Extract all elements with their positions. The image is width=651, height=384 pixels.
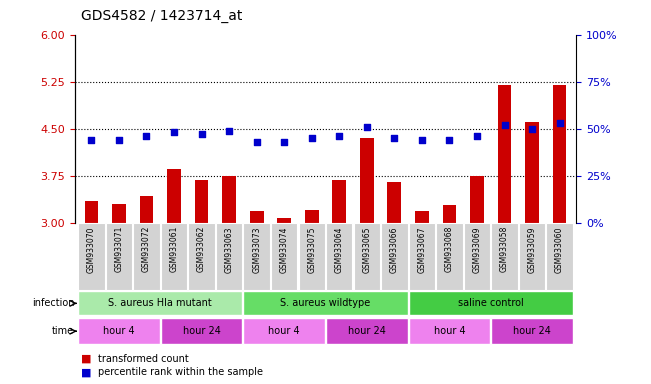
Point	[86, 137, 96, 143]
Text: GSM933072: GSM933072	[142, 226, 151, 273]
Bar	[525, 122, 539, 223]
Bar	[188, 223, 215, 290]
Bar	[112, 204, 126, 223]
Bar	[553, 85, 566, 223]
Bar	[333, 180, 346, 223]
Text: GSM933062: GSM933062	[197, 226, 206, 273]
Bar	[133, 223, 159, 290]
Point	[141, 133, 152, 139]
Text: GSM933064: GSM933064	[335, 226, 344, 273]
Bar	[409, 318, 490, 344]
Bar	[387, 182, 401, 223]
Bar	[492, 318, 573, 344]
Bar	[85, 201, 98, 223]
Bar	[492, 223, 518, 290]
Text: GSM933066: GSM933066	[390, 226, 399, 273]
Point	[334, 133, 344, 139]
Point	[114, 137, 124, 143]
Point	[251, 139, 262, 145]
Bar	[353, 223, 380, 290]
Point	[389, 135, 400, 141]
Bar	[271, 223, 298, 290]
Text: GSM933059: GSM933059	[527, 226, 536, 273]
Text: GSM933070: GSM933070	[87, 226, 96, 273]
Bar	[161, 223, 187, 290]
Text: hour 24: hour 24	[513, 326, 551, 336]
Bar	[519, 223, 546, 290]
Point	[224, 127, 234, 134]
Text: GSM933073: GSM933073	[252, 226, 261, 273]
Text: GSM933071: GSM933071	[115, 226, 124, 273]
Point	[361, 124, 372, 130]
Bar	[243, 291, 408, 316]
Text: saline control: saline control	[458, 298, 523, 308]
Text: percentile rank within the sample: percentile rank within the sample	[98, 367, 262, 377]
Text: GSM933060: GSM933060	[555, 226, 564, 273]
Text: GSM933061: GSM933061	[169, 226, 178, 273]
Bar	[105, 223, 132, 290]
Point	[197, 131, 207, 137]
Bar	[78, 223, 105, 290]
Bar	[222, 176, 236, 223]
Bar	[161, 318, 242, 344]
Point	[555, 120, 565, 126]
Bar	[195, 180, 208, 223]
Bar	[409, 223, 435, 290]
Bar	[243, 223, 270, 290]
Text: GDS4582 / 1423714_at: GDS4582 / 1423714_at	[81, 9, 243, 23]
Bar	[326, 318, 408, 344]
Bar	[409, 291, 573, 316]
Bar	[299, 223, 325, 290]
Text: GSM933063: GSM933063	[225, 226, 234, 273]
Text: ■: ■	[81, 367, 92, 377]
Text: S. aureus Hla mutant: S. aureus Hla mutant	[108, 298, 212, 308]
Bar	[436, 223, 463, 290]
Text: hour 4: hour 4	[268, 326, 300, 336]
Bar	[277, 218, 291, 223]
Bar	[305, 210, 318, 223]
Bar	[167, 169, 181, 223]
Text: ■: ■	[81, 354, 92, 364]
Point	[307, 135, 317, 141]
Bar	[216, 223, 242, 290]
Bar	[497, 85, 512, 223]
Point	[444, 137, 454, 143]
Text: GSM933075: GSM933075	[307, 226, 316, 273]
Text: time: time	[52, 326, 74, 336]
Bar	[546, 223, 573, 290]
Text: GSM933074: GSM933074	[280, 226, 288, 273]
Text: GSM933069: GSM933069	[473, 226, 482, 273]
Bar	[381, 223, 408, 290]
Text: GSM933065: GSM933065	[363, 226, 371, 273]
Text: GSM933068: GSM933068	[445, 226, 454, 273]
Point	[499, 122, 510, 128]
Text: infection: infection	[32, 298, 74, 308]
Bar	[470, 176, 484, 223]
Point	[417, 137, 427, 143]
Text: hour 24: hour 24	[183, 326, 221, 336]
Point	[527, 126, 537, 132]
Bar	[464, 223, 490, 290]
Point	[472, 133, 482, 139]
Point	[169, 129, 179, 136]
Text: hour 4: hour 4	[103, 326, 135, 336]
Bar	[78, 318, 159, 344]
Text: hour 24: hour 24	[348, 326, 386, 336]
Point	[279, 139, 290, 145]
Bar	[443, 205, 456, 223]
Bar	[360, 138, 374, 223]
Bar	[139, 196, 154, 223]
Text: GSM933067: GSM933067	[417, 226, 426, 273]
Bar	[243, 318, 325, 344]
Text: hour 4: hour 4	[434, 326, 465, 336]
Text: transformed count: transformed count	[98, 354, 188, 364]
Text: GSM933058: GSM933058	[500, 226, 509, 273]
Bar	[326, 223, 352, 290]
Text: S. aureus wildtype: S. aureus wildtype	[281, 298, 370, 308]
Bar	[415, 212, 429, 223]
Bar	[250, 212, 264, 223]
Bar	[78, 291, 242, 316]
